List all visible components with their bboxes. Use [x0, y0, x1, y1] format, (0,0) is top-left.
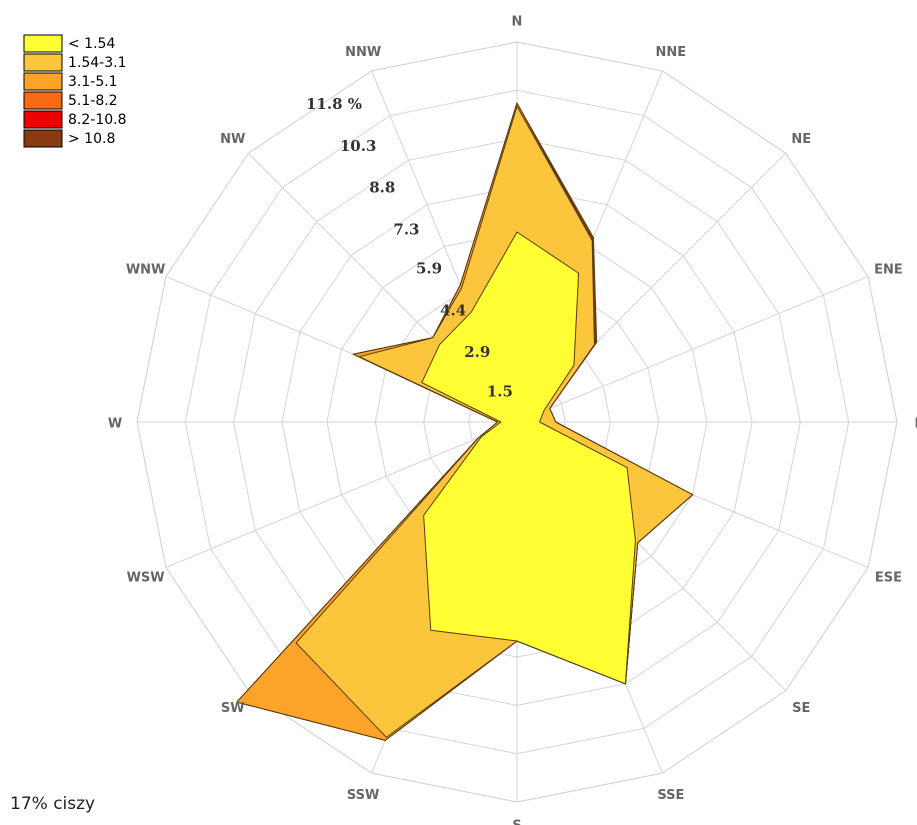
legend-label: 3.1-5.1	[68, 74, 118, 90]
direction-label: NNW	[345, 45, 381, 60]
y-tick-label: 1.5	[487, 382, 513, 400]
direction-label: NW	[220, 132, 245, 147]
spoke	[516, 276, 869, 423]
legend-label: 5.1-8.2	[68, 93, 118, 109]
legend-swatch	[23, 72, 63, 91]
direction-label: W	[108, 417, 122, 432]
legend-swatch	[23, 91, 63, 110]
legend-swatch	[23, 129, 63, 148]
y-tick-label: 4.4	[440, 301, 466, 319]
legend-label: 1.54-3.1	[68, 55, 127, 71]
legend-label: 8.2-10.8	[68, 112, 127, 128]
direction-label: ESE	[875, 570, 902, 585]
y-tick-label: 11.8 %	[306, 95, 362, 113]
direction-label: NE	[791, 132, 811, 147]
wind-layer	[421, 231, 636, 685]
y-tick-label: 7.3	[393, 221, 419, 239]
direction-label: WNW	[126, 263, 166, 278]
direction-label: SE	[792, 701, 810, 716]
direction-label: S	[512, 819, 521, 825]
calm-note: 17% ciszy	[10, 794, 95, 814]
direction-label: SW	[221, 701, 245, 716]
direction-label: WSW	[127, 570, 165, 585]
legend-swatch	[23, 110, 63, 129]
legend-swatch	[23, 53, 63, 72]
direction-label: SSW	[347, 788, 379, 803]
spoke	[165, 421, 518, 568]
legend-label: > 10.8	[68, 131, 115, 147]
direction-label: NNE	[656, 45, 687, 60]
y-tick-label: 10.3	[340, 137, 377, 155]
legend-swatch	[23, 34, 63, 53]
y-tick-label: 8.8	[369, 179, 395, 197]
y-tick-label: 5.9	[416, 260, 442, 278]
y-tick-label: 2.9	[464, 343, 490, 361]
direction-label: SSE	[657, 788, 684, 803]
direction-label: ENE	[874, 263, 903, 278]
direction-label: E	[915, 417, 917, 432]
legend-label: < 1.54	[68, 36, 115, 52]
direction-label: N	[512, 15, 523, 30]
